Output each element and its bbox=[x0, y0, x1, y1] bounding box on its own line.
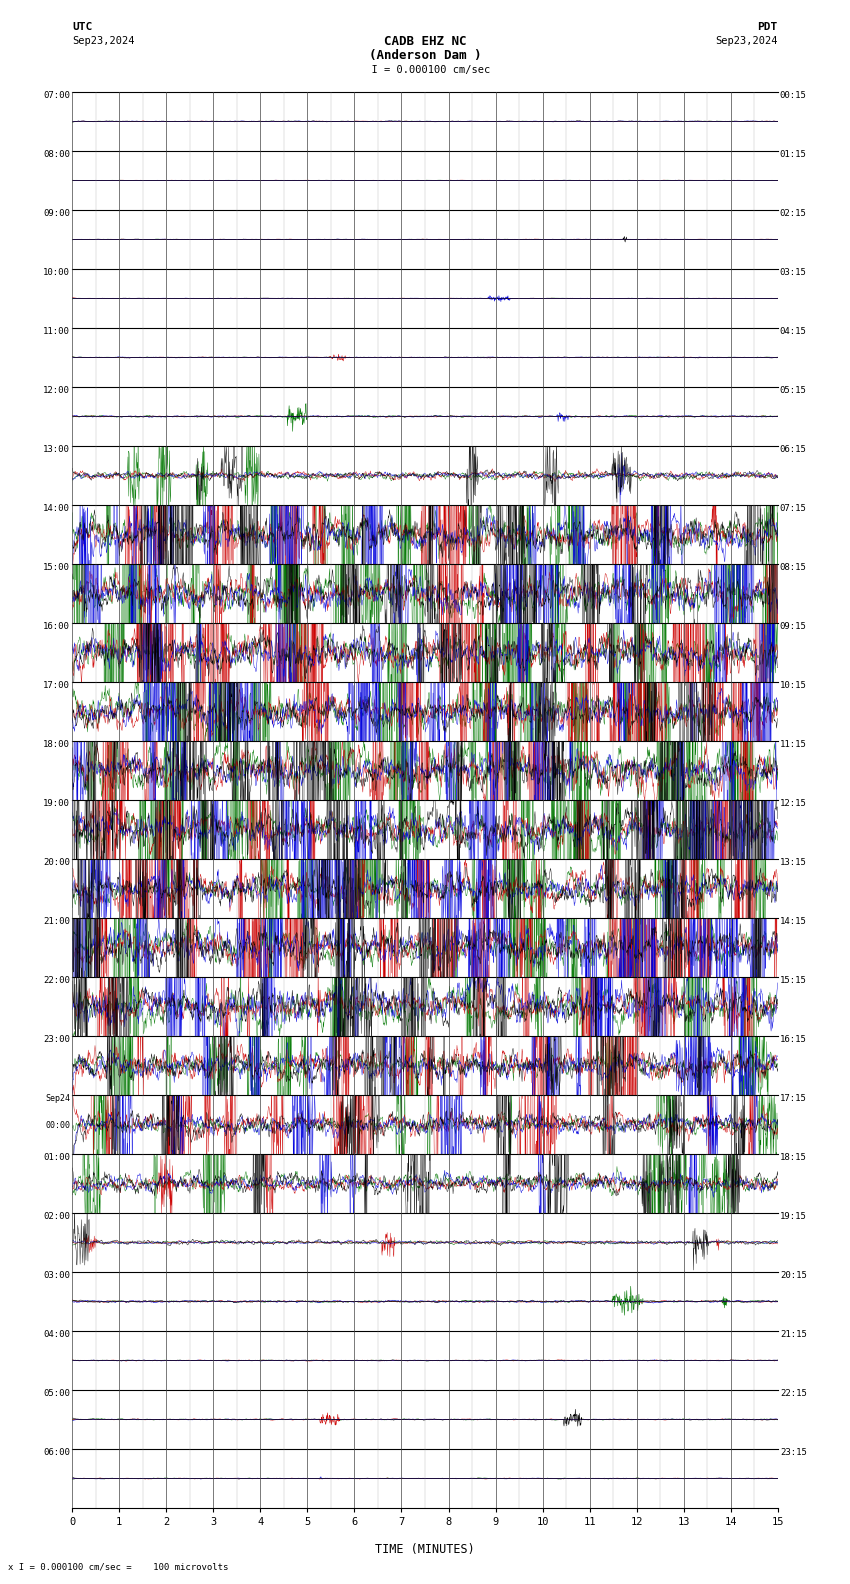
Text: 18:15: 18:15 bbox=[779, 1153, 807, 1161]
Text: 15:15: 15:15 bbox=[779, 976, 807, 985]
Text: x I = 0.000100 cm/sec =    100 microvolts: x I = 0.000100 cm/sec = 100 microvolts bbox=[8, 1562, 229, 1571]
Text: Sep23,2024: Sep23,2024 bbox=[715, 36, 778, 46]
Text: 01:00: 01:00 bbox=[43, 1153, 71, 1161]
Text: 02:15: 02:15 bbox=[779, 209, 807, 217]
Text: 19:00: 19:00 bbox=[43, 798, 71, 808]
Text: 20:15: 20:15 bbox=[779, 1270, 807, 1280]
Text: 22:00: 22:00 bbox=[43, 976, 71, 985]
Text: 20:00: 20:00 bbox=[43, 859, 71, 866]
Text: 14:00: 14:00 bbox=[43, 504, 71, 513]
Text: PDT: PDT bbox=[757, 22, 778, 32]
Text: 03:00: 03:00 bbox=[43, 1270, 71, 1280]
Text: 01:15: 01:15 bbox=[779, 150, 807, 158]
Text: 18:00: 18:00 bbox=[43, 740, 71, 749]
Text: 17:15: 17:15 bbox=[779, 1095, 807, 1102]
Text: 08:00: 08:00 bbox=[43, 150, 71, 158]
Text: 16:15: 16:15 bbox=[779, 1034, 807, 1044]
Text: 07:00: 07:00 bbox=[43, 90, 71, 100]
Text: 07:15: 07:15 bbox=[779, 504, 807, 513]
Text: 21:00: 21:00 bbox=[43, 917, 71, 925]
Text: 05:15: 05:15 bbox=[779, 386, 807, 394]
Text: 22:15: 22:15 bbox=[779, 1389, 807, 1397]
Text: 10:00: 10:00 bbox=[43, 268, 71, 277]
Text: 00:00: 00:00 bbox=[45, 1121, 71, 1131]
Text: 09:00: 09:00 bbox=[43, 209, 71, 217]
Text: 06:15: 06:15 bbox=[779, 445, 807, 453]
Text: 13:15: 13:15 bbox=[779, 859, 807, 866]
Text: 11:00: 11:00 bbox=[43, 326, 71, 336]
Text: 06:00: 06:00 bbox=[43, 1448, 71, 1457]
Text: 16:00: 16:00 bbox=[43, 623, 71, 630]
Text: 10:15: 10:15 bbox=[779, 681, 807, 689]
Text: 23:00: 23:00 bbox=[43, 1034, 71, 1044]
Text: 12:15: 12:15 bbox=[779, 798, 807, 808]
Text: 19:15: 19:15 bbox=[779, 1212, 807, 1221]
Text: 00:15: 00:15 bbox=[779, 90, 807, 100]
Text: UTC: UTC bbox=[72, 22, 93, 32]
Text: Sep23,2024: Sep23,2024 bbox=[72, 36, 135, 46]
Text: CADB EHZ NC: CADB EHZ NC bbox=[383, 35, 467, 48]
Text: Sep24: Sep24 bbox=[45, 1095, 71, 1102]
Text: 11:15: 11:15 bbox=[779, 740, 807, 749]
Text: 09:15: 09:15 bbox=[779, 623, 807, 630]
Text: I = 0.000100 cm/sec: I = 0.000100 cm/sec bbox=[360, 65, 490, 74]
Text: 14:15: 14:15 bbox=[779, 917, 807, 925]
Text: 04:00: 04:00 bbox=[43, 1331, 71, 1338]
Text: 21:15: 21:15 bbox=[779, 1331, 807, 1338]
Text: 08:15: 08:15 bbox=[779, 562, 807, 572]
Text: (Anderson Dam ): (Anderson Dam ) bbox=[369, 49, 481, 62]
Text: 04:15: 04:15 bbox=[779, 326, 807, 336]
Text: 13:00: 13:00 bbox=[43, 445, 71, 453]
Text: 03:15: 03:15 bbox=[779, 268, 807, 277]
Text: 15:00: 15:00 bbox=[43, 562, 71, 572]
Text: 23:15: 23:15 bbox=[779, 1448, 807, 1457]
Text: 12:00: 12:00 bbox=[43, 386, 71, 394]
Text: TIME (MINUTES): TIME (MINUTES) bbox=[375, 1543, 475, 1555]
Text: 05:00: 05:00 bbox=[43, 1389, 71, 1397]
Text: 17:00: 17:00 bbox=[43, 681, 71, 689]
Text: 02:00: 02:00 bbox=[43, 1212, 71, 1221]
